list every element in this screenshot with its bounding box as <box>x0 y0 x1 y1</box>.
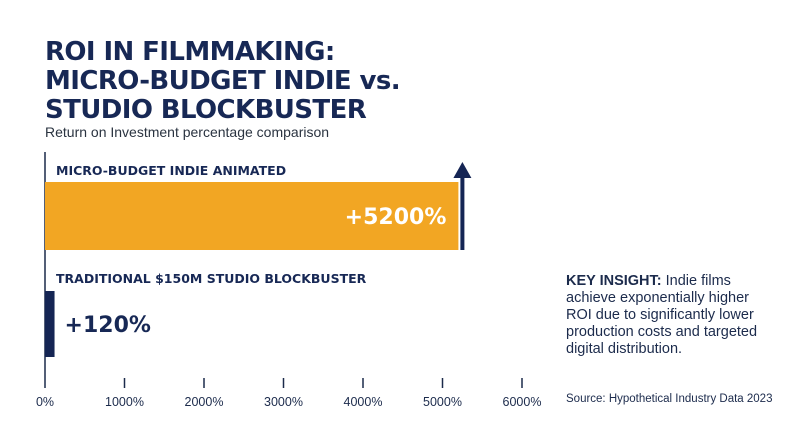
arrow-up-icon <box>453 162 472 178</box>
bar <box>45 182 459 250</box>
x-tick-label: 0% <box>36 395 54 409</box>
title-line-1: ROI IN FILMMAKING: <box>45 37 335 67</box>
chart-title: ROI IN FILMMAKING: MICRO-BUDGET INDIE vs… <box>45 37 401 125</box>
title-line-3: STUDIO BLOCKBUSTER <box>45 95 367 125</box>
x-tick-label: 2000% <box>185 395 224 409</box>
key-insight: KEY INSIGHT: Indie films achieve exponen… <box>566 273 766 358</box>
x-tick-label: 4000% <box>344 395 383 409</box>
source-note: Source: Hypothetical Industry Data 2023 <box>566 393 773 405</box>
category-label: MICRO-BUDGET INDIE ANIMATED <box>56 163 286 178</box>
data-label: +120% <box>65 313 151 338</box>
x-tick-label: 3000% <box>264 395 303 409</box>
insight-keyword: KEY INSIGHT: <box>566 273 662 289</box>
title-line-2: MICRO-BUDGET INDIE vs. <box>45 66 401 96</box>
x-tick-label: 6000% <box>503 395 542 409</box>
bar <box>45 291 55 357</box>
insight-text: Indie films achieve exponentially higher… <box>566 273 758 357</box>
x-tick-label: 5000% <box>423 395 462 409</box>
chart-subtitle: Return on Investment percentage comparis… <box>45 124 330 140</box>
data-label: +5200% <box>345 205 447 230</box>
x-tick-label: 1000% <box>105 395 144 409</box>
category-label: TRADITIONAL $150M STUDIO BLOCKBUSTER <box>56 271 367 286</box>
